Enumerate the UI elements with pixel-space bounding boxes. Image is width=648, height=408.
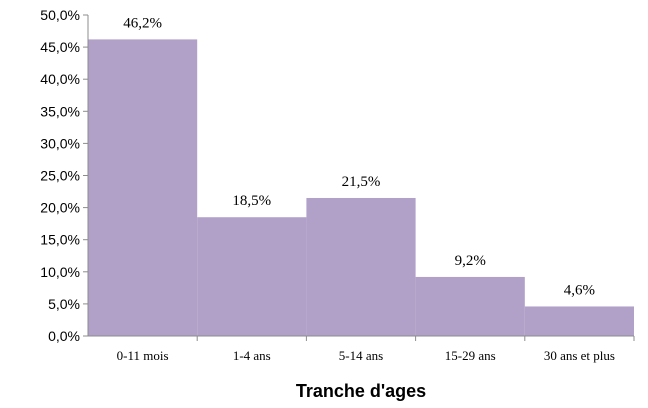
data-label: 46,2% bbox=[123, 15, 162, 31]
x-tick-label: 5-14 ans bbox=[339, 348, 383, 363]
bar-5 bbox=[524, 306, 634, 336]
y-tick-label: 5,0% bbox=[48, 296, 80, 312]
bar-2 bbox=[197, 217, 307, 336]
bar-3 bbox=[306, 197, 416, 336]
y-tick-label: 10,0% bbox=[40, 264, 80, 280]
x-axis-title: Tranche d'ages bbox=[296, 381, 426, 401]
x-axis-ticks: 0-11 mois 1-4 ans 5-14 ans 15-29 ans 30 ans … bbox=[117, 336, 635, 363]
y-tick-label: 45,0% bbox=[40, 39, 80, 55]
data-label: 4,6% bbox=[564, 282, 595, 298]
bar-4 bbox=[415, 276, 525, 336]
data-label: 18,5% bbox=[232, 193, 271, 209]
y-tick-label: 0,0% bbox=[48, 328, 80, 344]
y-tick-label: 30,0% bbox=[40, 135, 80, 151]
x-tick-label: 0-11 mois bbox=[117, 348, 169, 363]
y-tick-label: 20,0% bbox=[40, 200, 80, 216]
y-tick-label: 50,0% bbox=[40, 7, 80, 23]
y-tick-label: 40,0% bbox=[40, 71, 80, 87]
y-tick-label: 35,0% bbox=[40, 103, 80, 119]
y-tick-label: 15,0% bbox=[40, 232, 80, 248]
x-tick-label: 30 ans et plus bbox=[544, 348, 615, 363]
y-tick-label: 25,0% bbox=[40, 168, 80, 184]
data-labels: 46,2% 18,5% 21,5% 9,2% 4,6% bbox=[123, 15, 595, 298]
x-tick-label: 1-4 ans bbox=[233, 348, 271, 363]
data-label: 9,2% bbox=[455, 253, 486, 269]
data-label: 21,5% bbox=[342, 174, 381, 190]
bars bbox=[88, 39, 634, 337]
bar-1 bbox=[88, 39, 198, 337]
y-axis-ticks: 0,0% 5,0% 10,0% 15,0% 20,0% 25,0% 30,0% 35,0% 40… bbox=[40, 7, 88, 344]
x-tick-label: 15-29 ans bbox=[445, 348, 496, 363]
